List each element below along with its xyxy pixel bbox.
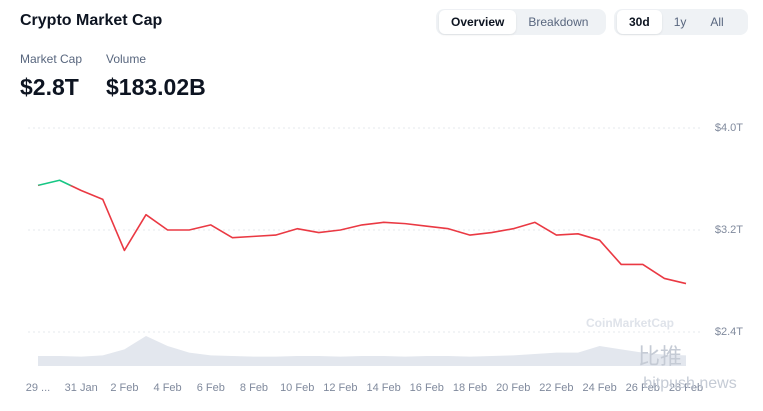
x-tick-label: 8 Feb [240,382,268,394]
watermark: CoinMarketCap [586,316,674,330]
tab[interactable]: Breakdown [528,15,589,29]
y-tick-label: $4.0T [715,122,743,134]
title: Crypto Market Cap [20,12,163,29]
tab[interactable]: 1y [673,15,687,29]
volume-area [38,336,686,366]
x-tick-label: 28 Feb [669,382,703,394]
x-tick-label: 12 Feb [323,382,357,394]
x-tick-label: 26 Feb [626,382,660,394]
x-tick-label: 20 Feb [496,382,530,394]
x-tick-label: 22 Feb [539,382,573,394]
y-tick-label: $2.4T [715,326,743,338]
x-tick-label: 6 Feb [197,382,225,394]
x-tick-label: 4 Feb [154,382,182,394]
x-tick-label: 10 Feb [280,382,314,394]
tab[interactable]: All [710,15,724,29]
tab[interactable]: Overview [439,10,517,34]
x-tick-label: 24 Feb [582,382,616,394]
y-tick-label: $3.2T [715,224,743,236]
x-tick-label: 31 Jan [65,382,98,394]
watermark: 比推 [638,344,682,369]
stat-value: $2.8T [20,74,79,100]
stat-value: $183.02B [106,74,206,100]
stat-label: Volume [106,52,147,66]
line [37,179,687,285]
x-tick-label: 18 Feb [453,382,487,394]
watermark: bitpush.news [643,375,736,392]
range-tabs: 30d 1y All [614,9,748,35]
tab[interactable]: 30d [617,10,662,34]
x-tick-label: 14 Feb [366,382,400,394]
x-tick-label: 16 Feb [410,382,444,394]
stat-label: Market Cap [20,52,83,66]
view-tabs: Overview Breakdown [436,9,606,35]
x-tick-label: 29 ... [26,382,50,394]
x-tick-label: 2 Feb [110,382,138,394]
